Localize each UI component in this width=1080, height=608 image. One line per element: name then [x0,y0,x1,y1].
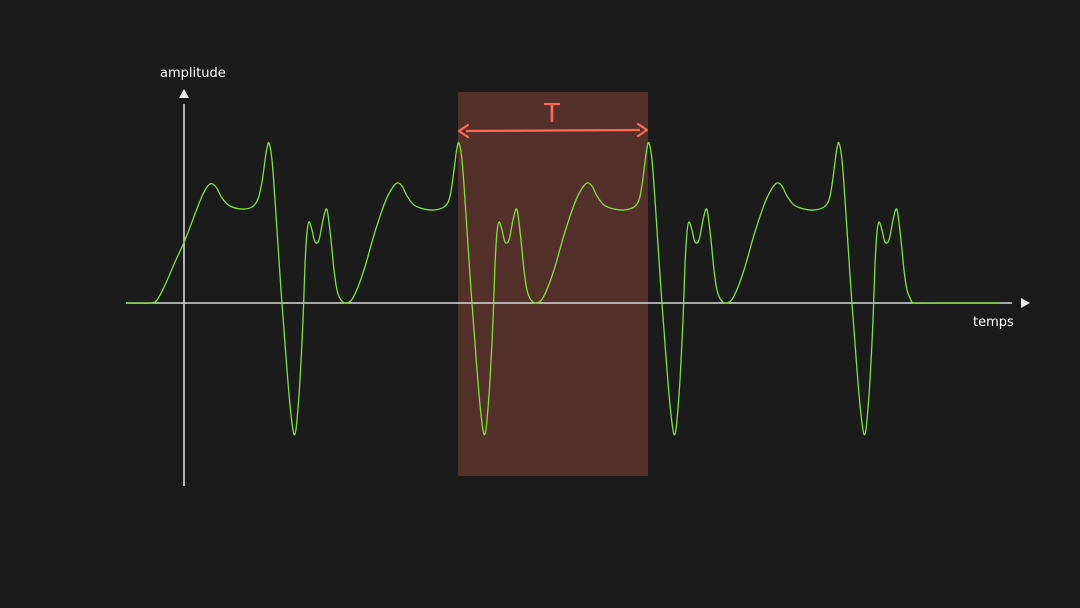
period-arrow-line [465,128,641,133]
x-axis-arrow-icon [1021,298,1030,308]
period-label: T [543,99,560,129]
period-arrow-left-head-icon [457,123,470,139]
signal-waveform [125,141,1000,436]
period-arrow-right-head-icon [636,122,649,138]
y-axis-arrow-icon [179,89,189,98]
y-axis-label: amplitude [160,66,226,81]
period-highlight [458,92,648,476]
x-axis-label: temps [973,315,1014,330]
